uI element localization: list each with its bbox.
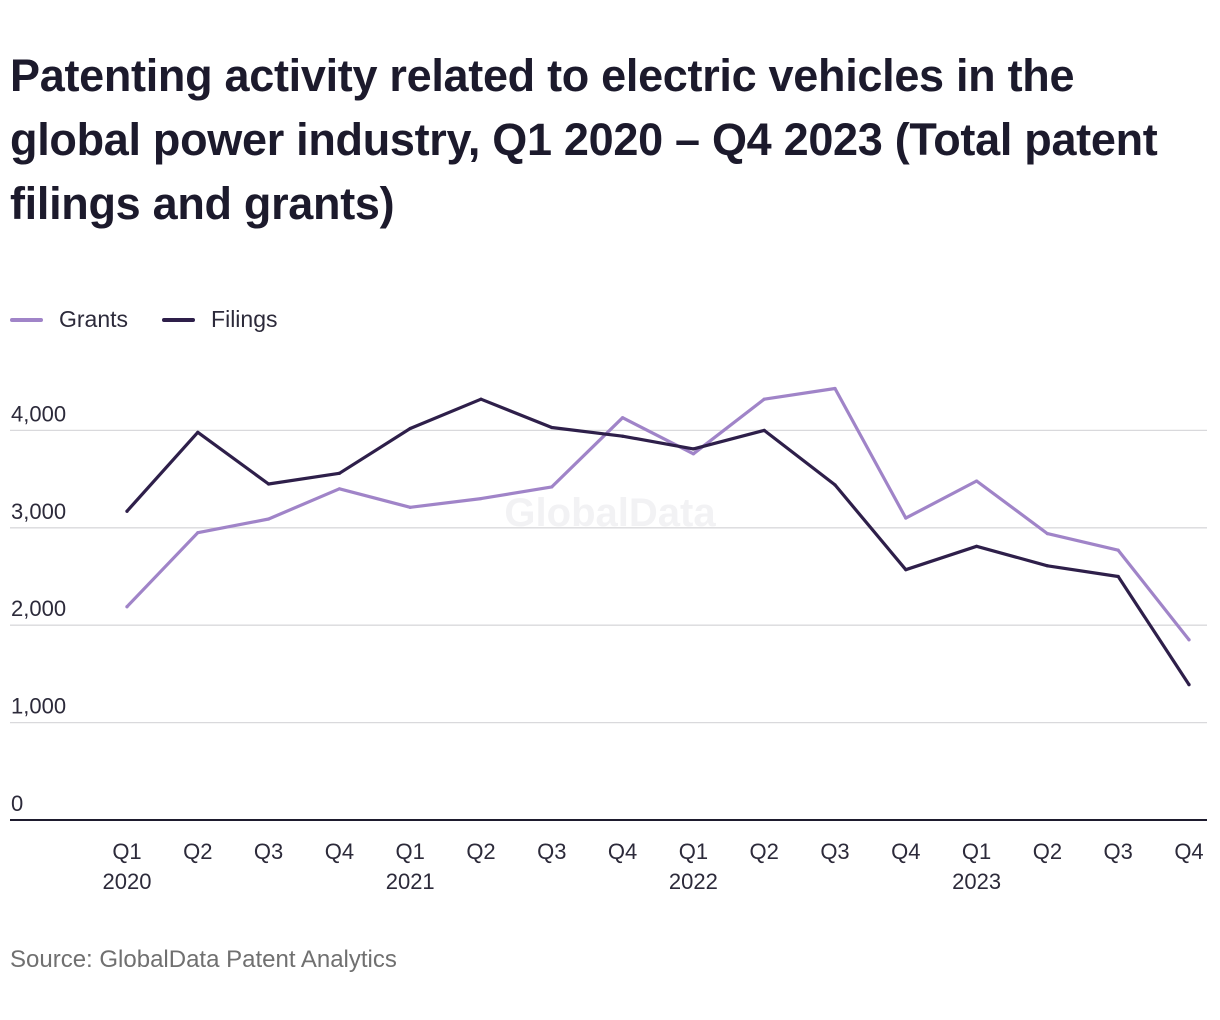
data-point-grants [1116,548,1120,552]
data-point-filings [337,471,341,475]
y-tick-label: 4,000 [11,401,66,426]
x-tick-year-label: 2020 [103,869,152,894]
x-tick-label: Q1 [679,839,708,864]
y-tick-label: 3,000 [11,499,66,524]
x-tick-label: Q1 [112,839,141,864]
legend-label-grants: Grants [59,306,129,332]
data-point-grants [479,496,483,501]
series-line-grants [125,386,1191,642]
data-point-grants [1045,532,1049,536]
x-tick-label: Q2 [750,839,779,864]
x-tick-label: Q2 [1033,839,1062,864]
legend: Grants Filings [10,306,312,333]
x-tick-year-label: 2023 [952,869,1001,894]
legend-item-filings: Filings [162,306,278,333]
x-tick-label: Q3 [1104,839,1133,864]
data-point-grants [550,485,554,489]
gridlines [10,429,1207,821]
data-point-filings [1187,683,1191,687]
x-tick-year-label: 2022 [669,869,718,894]
y-tick-label: 2,000 [11,596,66,621]
chart-title: Patenting activity related to electric v… [10,50,1158,229]
data-point-filings [125,509,129,513]
y-axis-ticks: 0 1,000 2,000 3,000 4,000 [11,401,66,816]
data-point-filings [1116,574,1120,579]
data-point-grants [337,487,341,491]
data-point-grants [691,452,696,456]
data-point-filings [762,428,766,432]
x-tick-label: Q3 [254,839,283,864]
data-point-filings [267,482,271,486]
y-tick-label: 1,000 [11,694,66,719]
data-point-grants [1187,638,1191,642]
data-point-grants [196,531,200,535]
data-point-grants [267,517,271,521]
x-tick-label: Q3 [537,839,566,864]
data-point-filings [904,568,908,572]
y-tick-label: 0 [11,791,23,816]
legend-swatch-grants [10,317,43,322]
data-point-grants [762,397,766,401]
x-tick-label: Q2 [183,839,212,864]
data-point-filings [1045,564,1049,568]
series-line-filings [125,397,1191,687]
x-tick-label: Q4 [608,839,637,864]
data-point-grants [125,605,129,609]
data-point-filings [550,425,554,430]
x-tick-year-label: 2021 [386,869,435,894]
series-lines [125,386,1191,687]
data-point-grants [904,516,908,520]
data-point-filings [833,483,837,487]
x-tick-label: Q4 [325,839,354,864]
x-tick-label: Q3 [820,839,849,864]
x-tick-label: Q1 [396,839,425,864]
data-point-filings [975,544,979,548]
legend-label-filings: Filings [211,306,278,332]
x-tick-label: Q4 [1174,839,1203,864]
data-point-grants [621,416,625,420]
data-point-grants [975,479,979,483]
data-point-grants [408,505,412,509]
data-point-filings [621,434,625,438]
x-tick-label: Q2 [466,839,495,864]
data-point-grants [833,386,837,391]
legend-swatch-filings [162,317,196,322]
source-note: Source: GlobalData Patent Analytics [10,946,397,973]
data-point-filings [196,430,200,434]
x-tick-label: Q1 [962,839,991,864]
data-point-filings [691,447,696,451]
data-point-filings [479,397,483,401]
data-point-filings [408,426,412,431]
x-axis-ticks: Q1 2020 Q2 Q3 Q4 Q1 2021 Q2 Q3 Q4 Q1 2022 Q2 Q3 Q4 Q1 20… [103,839,1204,894]
x-tick-label: Q4 [891,839,920,864]
legend-item-grants: Grants [10,306,128,333]
